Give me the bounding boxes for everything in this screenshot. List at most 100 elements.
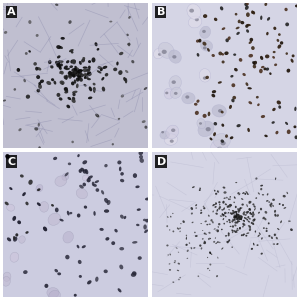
Ellipse shape <box>51 78 54 81</box>
Ellipse shape <box>83 68 87 72</box>
Ellipse shape <box>87 178 91 182</box>
Ellipse shape <box>249 208 250 210</box>
Ellipse shape <box>131 273 136 277</box>
Ellipse shape <box>187 258 188 259</box>
Ellipse shape <box>69 72 73 76</box>
Ellipse shape <box>262 194 264 196</box>
Ellipse shape <box>246 232 249 234</box>
Ellipse shape <box>212 105 226 117</box>
Ellipse shape <box>269 204 272 206</box>
Ellipse shape <box>69 49 74 52</box>
Ellipse shape <box>225 216 226 217</box>
Ellipse shape <box>66 60 69 63</box>
Ellipse shape <box>249 209 251 211</box>
Ellipse shape <box>76 74 79 77</box>
Ellipse shape <box>76 74 80 78</box>
Ellipse shape <box>20 174 24 178</box>
Ellipse shape <box>28 50 31 52</box>
Ellipse shape <box>236 124 241 127</box>
Ellipse shape <box>246 211 248 214</box>
Ellipse shape <box>119 265 123 269</box>
Ellipse shape <box>72 74 76 77</box>
Ellipse shape <box>278 44 281 49</box>
Ellipse shape <box>248 201 251 204</box>
Ellipse shape <box>26 202 29 205</box>
Ellipse shape <box>250 38 253 41</box>
Ellipse shape <box>251 248 253 250</box>
Ellipse shape <box>84 76 86 79</box>
Ellipse shape <box>70 72 73 76</box>
Ellipse shape <box>166 244 169 246</box>
Ellipse shape <box>238 208 241 211</box>
Ellipse shape <box>85 74 90 76</box>
Ellipse shape <box>202 30 206 33</box>
Ellipse shape <box>232 96 236 100</box>
Ellipse shape <box>218 226 219 228</box>
Ellipse shape <box>285 22 289 26</box>
Ellipse shape <box>258 212 260 214</box>
Ellipse shape <box>234 215 237 218</box>
Ellipse shape <box>230 226 232 227</box>
Ellipse shape <box>236 32 240 35</box>
Ellipse shape <box>276 237 278 239</box>
Ellipse shape <box>59 46 63 49</box>
Ellipse shape <box>253 223 254 225</box>
Ellipse shape <box>249 41 252 44</box>
Ellipse shape <box>263 68 266 70</box>
Ellipse shape <box>64 65 68 69</box>
Ellipse shape <box>100 68 103 71</box>
Ellipse shape <box>58 64 61 69</box>
Ellipse shape <box>48 60 52 64</box>
Ellipse shape <box>190 247 192 249</box>
Ellipse shape <box>239 217 242 218</box>
Ellipse shape <box>228 205 231 208</box>
Ellipse shape <box>249 201 252 203</box>
Ellipse shape <box>236 218 238 219</box>
Ellipse shape <box>246 2 249 5</box>
Ellipse shape <box>111 241 115 245</box>
Ellipse shape <box>217 256 218 259</box>
Ellipse shape <box>140 158 144 163</box>
Ellipse shape <box>225 235 227 237</box>
Ellipse shape <box>241 198 243 200</box>
Ellipse shape <box>259 69 263 73</box>
Ellipse shape <box>217 146 222 151</box>
Ellipse shape <box>62 173 69 180</box>
Ellipse shape <box>239 227 241 230</box>
Ellipse shape <box>261 237 263 240</box>
Ellipse shape <box>209 263 211 266</box>
Ellipse shape <box>232 219 235 221</box>
Ellipse shape <box>61 81 64 85</box>
Ellipse shape <box>70 72 74 76</box>
Ellipse shape <box>235 13 237 16</box>
Ellipse shape <box>264 2 267 6</box>
Ellipse shape <box>229 221 231 223</box>
Ellipse shape <box>74 68 77 71</box>
Ellipse shape <box>254 205 256 208</box>
Ellipse shape <box>120 214 124 219</box>
Ellipse shape <box>280 220 282 223</box>
Ellipse shape <box>234 211 237 213</box>
Ellipse shape <box>93 87 96 92</box>
Ellipse shape <box>214 18 217 21</box>
Ellipse shape <box>239 217 241 219</box>
Ellipse shape <box>264 135 268 137</box>
Ellipse shape <box>123 77 126 81</box>
Ellipse shape <box>49 290 60 300</box>
Ellipse shape <box>239 227 241 230</box>
Ellipse shape <box>229 198 231 200</box>
Ellipse shape <box>89 86 92 92</box>
Ellipse shape <box>53 157 57 160</box>
Ellipse shape <box>169 269 171 271</box>
Ellipse shape <box>144 87 147 90</box>
Ellipse shape <box>227 36 231 40</box>
Ellipse shape <box>240 207 242 209</box>
Ellipse shape <box>238 20 241 23</box>
Ellipse shape <box>145 219 149 223</box>
Ellipse shape <box>82 57 85 60</box>
Ellipse shape <box>200 40 213 51</box>
Ellipse shape <box>178 252 179 253</box>
Ellipse shape <box>120 172 124 176</box>
Ellipse shape <box>225 38 229 42</box>
Ellipse shape <box>95 277 98 282</box>
